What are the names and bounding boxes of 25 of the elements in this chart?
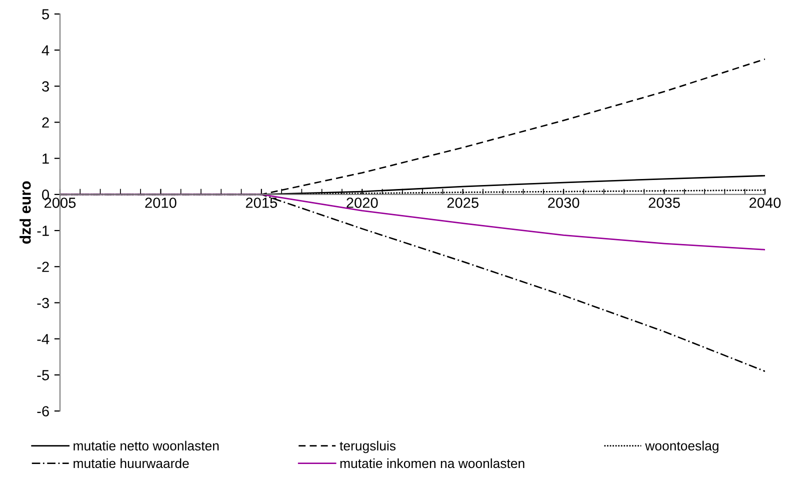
x-tick-label: 2020 bbox=[346, 198, 378, 208]
y-tick-label: -1 bbox=[37, 226, 49, 236]
y-axis-title: dzd euro bbox=[20, 181, 31, 244]
legend-label: mutatie huurwaarde bbox=[74, 458, 189, 468]
legend-label: mutatie inkomen na woonlasten bbox=[340, 458, 524, 468]
legend-label: terugsluis bbox=[340, 440, 396, 454]
y-tick-label: -3 bbox=[37, 298, 49, 308]
y-tick-label: 5 bbox=[42, 9, 49, 20]
x-tick-label: 2040 bbox=[750, 198, 781, 208]
y-tick-label: -2 bbox=[37, 262, 49, 272]
y-tick-label: -4 bbox=[37, 334, 50, 344]
legend-label: woontoeslag bbox=[645, 440, 718, 454]
x-tick-label: 2025 bbox=[447, 198, 478, 208]
y-tick-label: 2 bbox=[42, 117, 49, 128]
y-tick-label: -6 bbox=[37, 406, 49, 416]
x-tick-label: 2010 bbox=[145, 198, 176, 208]
x-tick-label: 2015 bbox=[246, 198, 278, 208]
x-tick-label: 2030 bbox=[548, 198, 580, 208]
legend-label: mutatie netto woonlasten bbox=[74, 440, 219, 451]
x-tick-label: 2005 bbox=[44, 198, 76, 208]
y-tick-label: 4 bbox=[42, 45, 50, 56]
y-tick-label: 3 bbox=[42, 81, 49, 92]
y-tick-label: -5 bbox=[37, 370, 49, 380]
y-tick-label: 1 bbox=[42, 154, 49, 164]
x-tick-label: 2035 bbox=[648, 198, 680, 208]
